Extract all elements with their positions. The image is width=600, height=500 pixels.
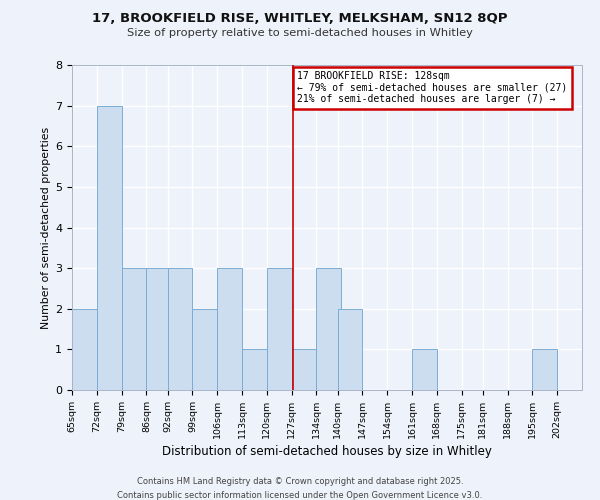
Bar xyxy=(316,268,341,390)
Bar xyxy=(146,268,171,390)
Bar xyxy=(532,350,557,390)
Text: Contains public sector information licensed under the Open Government Licence v3: Contains public sector information licen… xyxy=(118,491,482,500)
Bar xyxy=(412,350,437,390)
Bar xyxy=(193,308,217,390)
Bar xyxy=(242,350,267,390)
Text: 17 BROOKFIELD RISE: 128sqm
← 79% of semi-detached houses are smaller (27)
21% of: 17 BROOKFIELD RISE: 128sqm ← 79% of semi… xyxy=(297,71,567,104)
Bar xyxy=(217,268,242,390)
Text: Size of property relative to semi-detached houses in Whitley: Size of property relative to semi-detach… xyxy=(127,28,473,38)
Bar xyxy=(122,268,146,390)
Text: Contains HM Land Registry data © Crown copyright and database right 2025.: Contains HM Land Registry data © Crown c… xyxy=(137,478,463,486)
Bar xyxy=(167,268,193,390)
X-axis label: Distribution of semi-detached houses by size in Whitley: Distribution of semi-detached houses by … xyxy=(162,445,492,458)
Y-axis label: Number of semi-detached properties: Number of semi-detached properties xyxy=(41,126,51,328)
Bar xyxy=(267,268,292,390)
Text: 17, BROOKFIELD RISE, WHITLEY, MELKSHAM, SN12 8QP: 17, BROOKFIELD RISE, WHITLEY, MELKSHAM, … xyxy=(92,12,508,26)
Bar xyxy=(97,106,122,390)
Bar xyxy=(72,308,97,390)
Bar xyxy=(338,308,362,390)
Bar xyxy=(292,350,316,390)
